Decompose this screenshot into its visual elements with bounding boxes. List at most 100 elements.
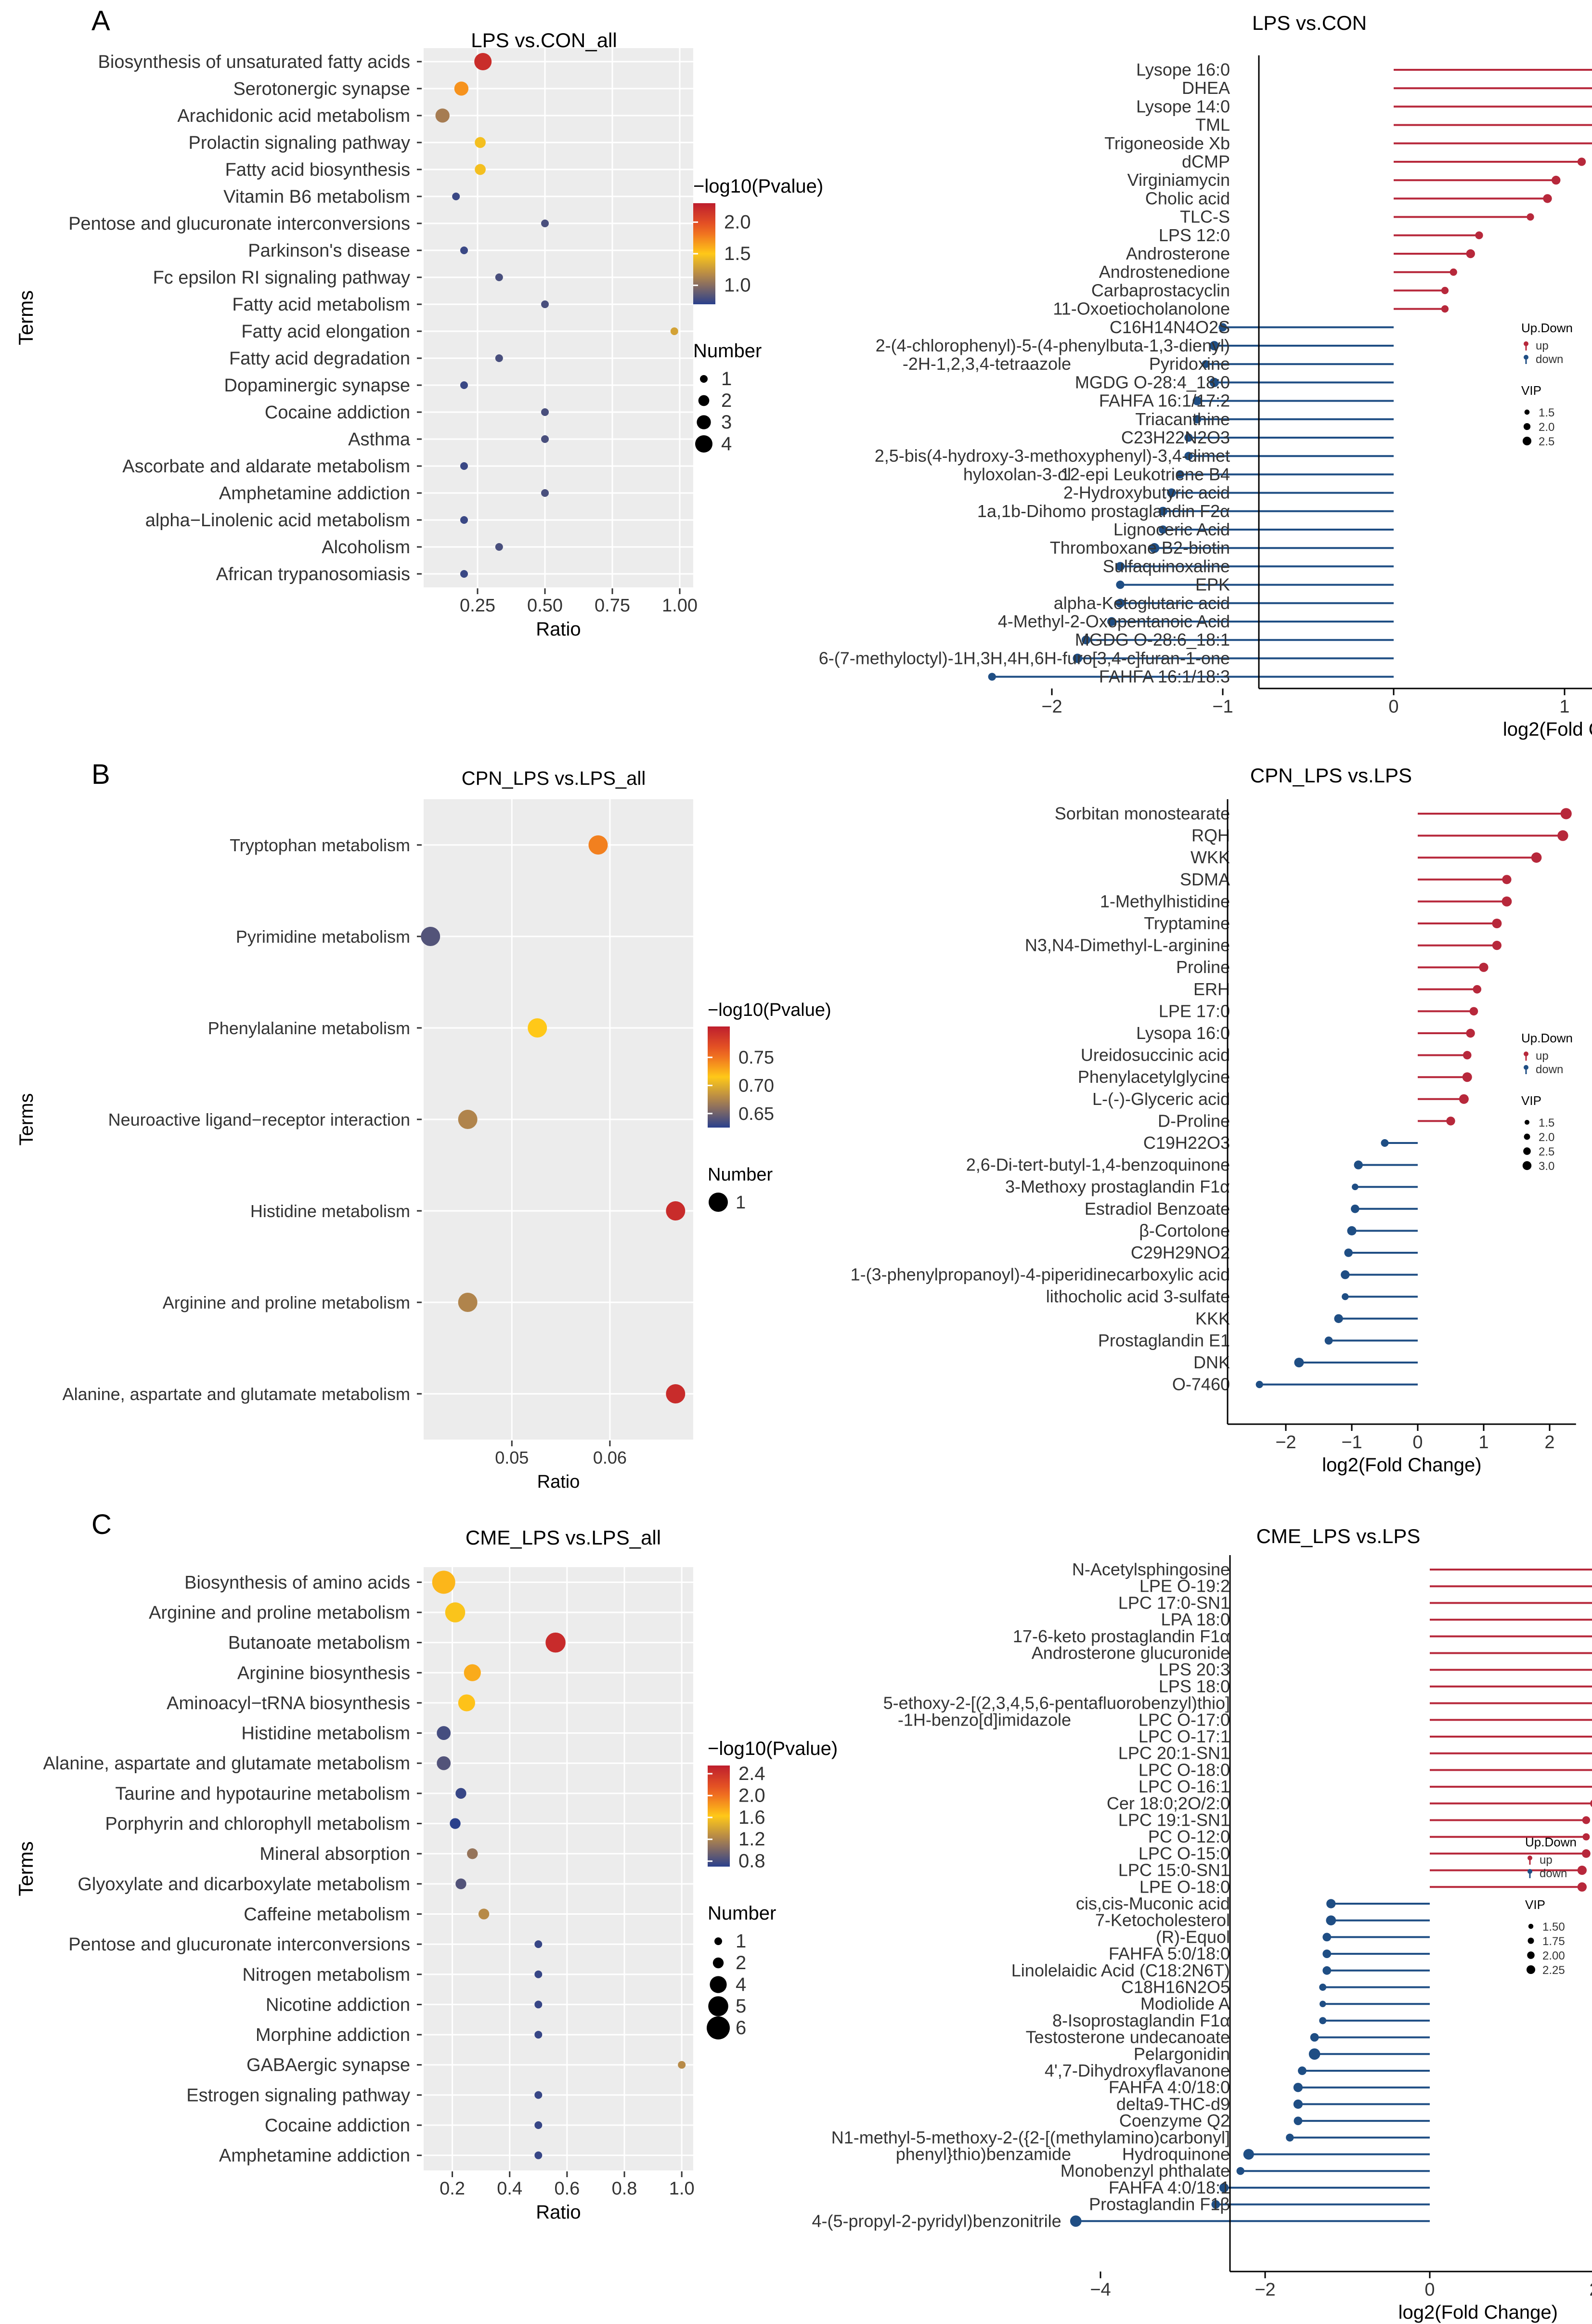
term-label: Fatty acid metabolism bbox=[232, 295, 410, 315]
term-label: Alcoholism bbox=[322, 537, 410, 558]
term-label: Alanine, aspartate and glutamate metabol… bbox=[63, 1384, 410, 1404]
chart-c1: C CME_LPS vs.LPS_all Biosynthesis of amino… bbox=[14, 1509, 838, 2223]
direction-legend-title: Up.Down bbox=[1525, 1835, 1577, 1849]
metabolite-label: LPE O-19:2 bbox=[1139, 1576, 1230, 1596]
vip-legend-label: 1.50 bbox=[1542, 1921, 1565, 1934]
direction-legend-dot bbox=[1524, 1065, 1528, 1070]
lollipop-head bbox=[1184, 433, 1193, 442]
metabolite-label: C16H14N4O2S bbox=[1110, 317, 1230, 337]
size-legend-dot bbox=[710, 1976, 727, 1993]
chart-b1: B CPN_LPS vs.LPS_all Tryptophan metabolism… bbox=[16, 759, 831, 1492]
vip-legend-label: 1.5 bbox=[1539, 406, 1554, 419]
term-label: Vitamin B6 metabolism bbox=[223, 187, 410, 207]
term-label: Pentose and glucuronate interconversions bbox=[68, 214, 410, 234]
size-legend-label: 1 bbox=[736, 1931, 746, 1952]
metabolite-label: FAHFA 16:1/18:3 bbox=[1099, 667, 1230, 687]
vip-legend-dot bbox=[1527, 1937, 1534, 1944]
data-point bbox=[460, 247, 468, 254]
x-tick-label: 0 bbox=[1412, 1432, 1423, 1453]
x-tick-label: 0.4 bbox=[497, 2179, 522, 2199]
x-tick-label: 1.00 bbox=[662, 596, 698, 616]
term-label: Cocaine addiction bbox=[265, 402, 410, 423]
term-label: Aminoacyl−tRNA biosynthesis bbox=[167, 1693, 410, 1714]
term-label: Amphetamine addiction bbox=[219, 483, 410, 504]
lollipop-head bbox=[1479, 962, 1488, 972]
x-tick-label: 2 bbox=[1544, 1432, 1554, 1453]
term-label: Glyoxylate and dicarboxylate metabolism bbox=[78, 1874, 410, 1895]
vip-legend-dot bbox=[1524, 1119, 1530, 1125]
lollipop-head bbox=[1236, 2167, 1244, 2175]
metabolite-label: FAHFA 4:0/18:0 bbox=[1109, 2077, 1230, 2097]
term-label: Caffeine metabolism bbox=[244, 1904, 410, 1924]
data-point bbox=[541, 408, 549, 416]
term-label: alpha−Linolenic acid metabolism bbox=[145, 510, 410, 531]
metabolite-label: TML bbox=[1195, 115, 1230, 135]
color-legend-title: −log10(Pvalue) bbox=[708, 1738, 838, 1759]
metabolite-label: LPE O-18:0 bbox=[1139, 1877, 1230, 1896]
metabolite-label: LPC O-15:0 bbox=[1139, 1844, 1230, 1863]
data-point bbox=[475, 164, 486, 175]
size-legend-title: Number bbox=[708, 1165, 773, 1185]
lollipop-head bbox=[1381, 1139, 1389, 1147]
data-point bbox=[437, 1756, 451, 1770]
lollipop-head bbox=[1459, 1094, 1469, 1104]
data-point bbox=[495, 543, 503, 551]
vip-legend-dot bbox=[1522, 436, 1532, 446]
data-point bbox=[458, 1110, 478, 1129]
metabolite-label: SDMA bbox=[1180, 870, 1230, 889]
data-point bbox=[475, 137, 486, 148]
direction-legend-label: down bbox=[1536, 353, 1563, 366]
data-point bbox=[432, 1571, 455, 1594]
y-axis-label: Terms bbox=[14, 290, 37, 345]
color-legend-bar bbox=[708, 1766, 730, 1867]
x-tick-label: 0.05 bbox=[495, 1448, 529, 1467]
lollipop-head bbox=[1475, 231, 1483, 239]
size-legend-label: 4 bbox=[721, 433, 732, 454]
x-tick-label: −2 bbox=[1041, 697, 1062, 717]
metabolite-label: Trigoneoside Xb bbox=[1104, 133, 1230, 153]
data-point bbox=[666, 1201, 686, 1220]
data-point bbox=[450, 1818, 461, 1829]
lollipop-head bbox=[1543, 194, 1552, 203]
metabolite-label: Lysope 16:0 bbox=[1136, 60, 1230, 79]
lollipop-head bbox=[1115, 598, 1125, 608]
metabolite-label: Pelargonidin bbox=[1134, 2044, 1230, 2064]
lollipop-head bbox=[1492, 941, 1501, 950]
term-label: Histidine metabolism bbox=[250, 1201, 410, 1221]
metabolite-label: Testosterone undecanoate bbox=[1026, 2027, 1230, 2047]
vip-legend-title: VIP bbox=[1525, 1897, 1545, 1912]
metabolite-label: C18H16N2O5 bbox=[1121, 1977, 1230, 1997]
metabolite-label: ERH bbox=[1193, 979, 1230, 999]
metabolite-label: Cer 18:0;2O/2:0 bbox=[1107, 1793, 1230, 1813]
x-axis-label: Ratio bbox=[536, 619, 581, 640]
metabolite-label: cis,cis-Muconic acid bbox=[1076, 1894, 1230, 1913]
term-label: Asthma bbox=[348, 429, 411, 450]
metabolite-label: LPS 20:3 bbox=[1159, 1660, 1230, 1679]
vip-legend-label: 2.25 bbox=[1542, 1964, 1565, 1977]
vip-legend-label: 2.5 bbox=[1539, 1145, 1554, 1158]
vip-legend-label: 2.5 bbox=[1539, 435, 1554, 448]
metabolite-label: Sorbitan monostearate bbox=[1055, 804, 1230, 823]
metabolite-label: LPA 18:0 bbox=[1161, 1610, 1230, 1629]
size-legend-dot bbox=[707, 2016, 730, 2039]
lollipop-head bbox=[1294, 2116, 1303, 2126]
chart-title: CPN_LPS vs.LPS bbox=[1250, 764, 1412, 787]
chart-title: CPN_LPS vs.LPS_all bbox=[462, 768, 646, 789]
lollipop-head bbox=[1322, 1949, 1332, 1959]
y-axis-label: Terms bbox=[16, 1093, 37, 1146]
data-point bbox=[541, 489, 549, 497]
x-tick-label: 0 bbox=[1424, 2280, 1435, 2300]
x-tick-label: 0.6 bbox=[554, 2179, 580, 2199]
metabolite-label: Ureidosuccinic acid bbox=[1081, 1045, 1230, 1065]
size-legend-dot bbox=[695, 435, 712, 453]
lollipop-head bbox=[1441, 305, 1449, 313]
term-label: Phenylalanine metabolism bbox=[208, 1018, 410, 1038]
metabolite-label: 7-Ketocholesterol bbox=[1095, 1910, 1230, 1930]
size-legend-title: Number bbox=[708, 1903, 776, 1924]
lollipop-head bbox=[1322, 1966, 1332, 1975]
vip-legend-dot bbox=[1523, 423, 1531, 430]
metabolite-label: N-Acetylsphingosine bbox=[1072, 1559, 1230, 1579]
metabolite-label: 3-Methoxy prostaglandin F1α bbox=[1005, 1177, 1230, 1196]
lollipop-head bbox=[1184, 452, 1193, 460]
